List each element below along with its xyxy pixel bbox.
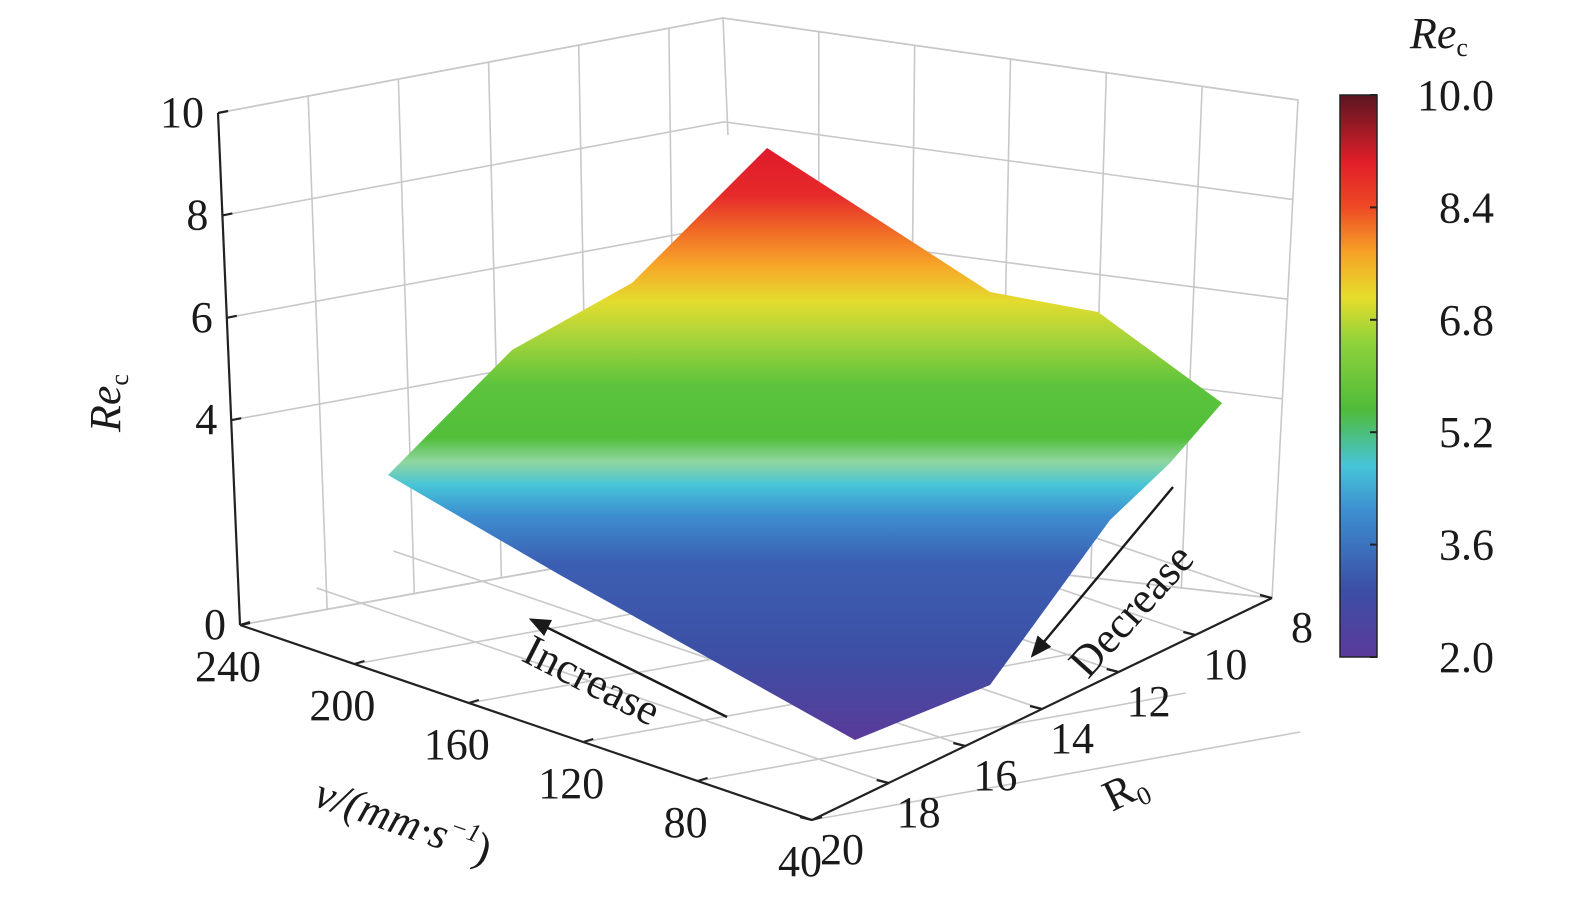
y-tick <box>953 741 966 748</box>
y-tick <box>1106 667 1119 674</box>
z-tick <box>217 109 229 115</box>
x-tick-label: 240 <box>195 642 261 691</box>
x-tick <box>697 776 708 783</box>
tick-labels: 0 4 6 8 10 40 80 120 160 200 240 8 10 12 14 16 18 20 <box>160 88 1313 886</box>
z-tick <box>222 212 233 217</box>
colorbar <box>1339 94 1378 658</box>
colorbar-tick-label: 10.0 <box>1417 71 1494 120</box>
z-tick-label: 6 <box>191 293 213 342</box>
z-tick-label: 10 <box>160 88 204 137</box>
z-tick-label: 4 <box>195 395 217 444</box>
x-floor-gridline <box>697 692 1186 782</box>
y-tick-label: 16 <box>973 751 1017 800</box>
left-wall-vgridline <box>397 79 416 594</box>
y-tick-label: 18 <box>897 788 941 837</box>
y-tick <box>876 778 889 785</box>
x-axis-line <box>239 623 813 822</box>
x-tick <box>354 659 365 666</box>
y-tick-label: 12 <box>1127 677 1171 726</box>
decrease-arrow <box>1030 486 1174 658</box>
y-tick-label: 8 <box>1291 603 1313 652</box>
x-tick-label: 80 <box>664 798 708 847</box>
y-tick-label: 20 <box>820 825 864 874</box>
colorbar-tick-label: 6.8 <box>1439 296 1494 345</box>
x-tick <box>468 698 480 705</box>
colorbar-tick-label: 3.6 <box>1439 521 1494 570</box>
x-floor-gridline <box>811 731 1301 821</box>
z-axis-line <box>216 112 242 626</box>
z-tick <box>230 417 242 422</box>
x-tick-label: 200 <box>309 681 375 730</box>
y-tick <box>1029 704 1043 711</box>
z-tick-label: 0 <box>204 600 226 649</box>
y-tick-label: 10 <box>1203 640 1247 689</box>
response-surface <box>388 148 1222 740</box>
x-tick <box>239 620 251 627</box>
x-tick-label: 160 <box>424 720 490 769</box>
z-tick-label: 8 <box>186 190 208 239</box>
x-axis-title: v/(mm·s−1) <box>309 766 499 874</box>
increase-arrow <box>528 618 728 719</box>
right-wall-vgridline <box>1180 86 1203 588</box>
increase-label: Increase <box>515 625 668 735</box>
tick-marks <box>217 109 1273 822</box>
z-tick <box>226 314 238 319</box>
y-tick <box>1183 630 1196 637</box>
colorbar-tick-label: 8.4 <box>1439 183 1494 232</box>
colorbar-title: Rec <box>1409 9 1468 62</box>
y-axis-title: R0 <box>1095 758 1156 824</box>
x-tick-label: 120 <box>538 759 604 808</box>
y-floor-gridline <box>316 587 889 784</box>
x-tick <box>811 815 823 822</box>
z-gridline <box>217 17 1299 114</box>
left-wall-vgridline <box>307 96 328 610</box>
colorbar-tick-label: 5.2 <box>1439 408 1494 457</box>
z-axis-title: Rec <box>81 374 134 433</box>
y-tick <box>1259 593 1273 600</box>
x-tick-label: 40 <box>778 837 822 886</box>
y-tick-label: 14 <box>1050 714 1094 763</box>
y-tick <box>799 815 813 822</box>
colorbar-tick-label: 2.0 <box>1439 633 1494 682</box>
x-tick <box>582 737 594 744</box>
colorbar-ticks: 10.0 8.4 6.8 5.2 3.6 2.0 <box>1370 71 1494 682</box>
